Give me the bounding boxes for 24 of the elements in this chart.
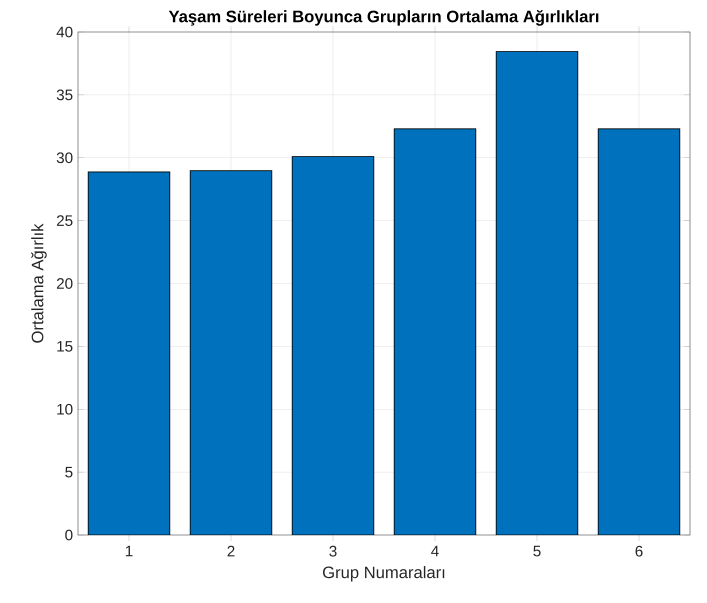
y-tick-label: 40 [56, 26, 72, 38]
bar [88, 172, 170, 535]
bar [394, 128, 476, 535]
y-tick-label: 35 [56, 90, 72, 100]
y-tick-label: 0 [65, 530, 72, 540]
x-tick-label: 4 [431, 546, 439, 556]
y-tick-label: 20 [56, 278, 72, 289]
bar [292, 156, 374, 535]
x-tick-label: 1 [126, 546, 132, 556]
bar [496, 51, 578, 535]
chart-title: Yaşam Süreleri Boyunca Grupların Ortalama Ağırlıkları [168, 10, 598, 26]
y-tick-label: 15 [57, 341, 72, 352]
x-tick-label: 6 [636, 546, 643, 557]
x-axis-title: Grup Numaraları [323, 566, 444, 582]
y-tick-label: 25 [56, 215, 72, 226]
bar [190, 170, 272, 535]
x-tick-label: 2 [228, 546, 234, 556]
y-axis-title: Ortalama Ağırlık [30, 224, 47, 343]
y-tick-label: 5 [65, 466, 72, 478]
bar [598, 128, 680, 535]
y-tick-label: 10 [57, 404, 72, 415]
x-tick-label: 3 [329, 546, 337, 557]
y-tick-label: 30 [56, 152, 72, 164]
x-tick-label: 5 [533, 546, 541, 556]
